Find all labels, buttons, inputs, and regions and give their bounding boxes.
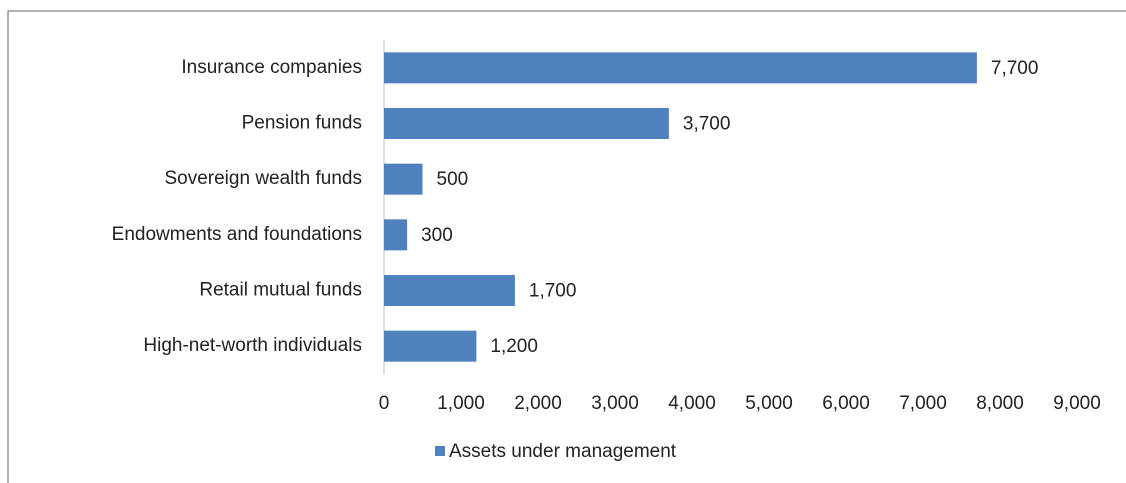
y-tick-label: Endowments and foundations: [112, 224, 362, 245]
data-label: 7,700: [991, 58, 1039, 79]
y-tick-label: Retail mutual funds: [199, 280, 362, 301]
x-tick-label: 7,000: [899, 393, 947, 414]
x-tick-label: 0: [379, 393, 390, 414]
x-tick-label: 1,000: [437, 393, 485, 414]
data-label: 500: [437, 169, 469, 190]
data-label: 3,700: [683, 114, 731, 135]
x-tick-label: 4,000: [668, 393, 716, 414]
bar: [384, 108, 669, 139]
x-tick-label: 9,000: [1053, 393, 1101, 414]
x-tick-label: 5,000: [745, 393, 793, 414]
x-tick-label: 2,000: [514, 393, 562, 414]
y-tick-label: Sovereign wealth funds: [164, 168, 362, 189]
y-tick-label: High-net-worth individuals: [143, 335, 362, 356]
legend-swatch: [435, 446, 445, 456]
bar: [384, 163, 423, 195]
bar: [384, 219, 408, 251]
data-label: 300: [421, 225, 453, 246]
legend-label: Assets under management: [449, 441, 677, 462]
bar: [384, 275, 515, 306]
chart-frame: [7, 10, 1126, 483]
y-tick-label: Insurance companies: [181, 57, 362, 78]
x-tick-label: 6,000: [822, 393, 870, 414]
data-label: 1,200: [490, 336, 538, 357]
bar: [384, 52, 977, 84]
x-tick-label: 3,000: [591, 393, 639, 414]
x-tick-label: 8,000: [976, 393, 1024, 414]
y-tick-label: Pension funds: [242, 113, 362, 134]
data-label: 1,700: [529, 281, 577, 302]
bar: [384, 330, 477, 362]
